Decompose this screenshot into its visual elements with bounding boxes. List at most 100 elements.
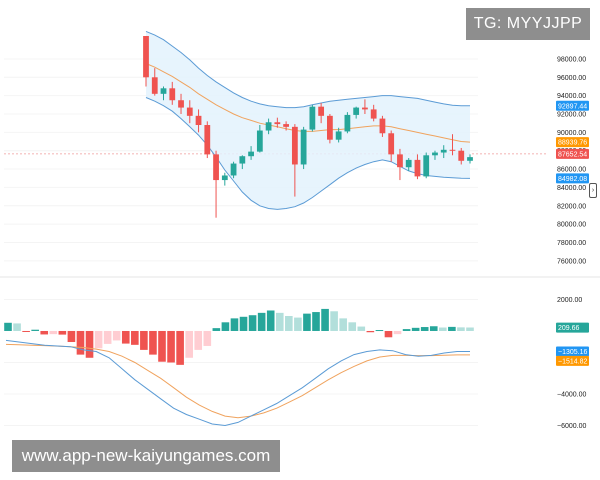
macd-histogram-bar <box>357 326 366 331</box>
macd-signal-line <box>5 343 470 419</box>
candle-body <box>440 149 447 153</box>
macd-histogram-bar <box>402 329 411 331</box>
price-tick-label: 84000.00 <box>557 185 586 192</box>
price-axis: 98000.00 96000.00 94000.00 92000.00 90000.00… <box>557 56 586 430</box>
macd-histogram-bar <box>140 330 148 350</box>
macd-histogram-bar <box>40 330 49 335</box>
candle-body <box>405 159 412 168</box>
macd-histogram-bar <box>248 315 257 331</box>
candle-body <box>204 125 211 155</box>
candle-body <box>423 155 430 177</box>
price-tag: 88939.76 <box>558 140 587 147</box>
bollinger-bands <box>145 30 471 210</box>
watermark-telegram: TG: MYYJJPP <box>466 8 590 40</box>
price-tick-label: 92000.00 <box>557 112 586 119</box>
candle-body <box>458 150 465 161</box>
candle-body <box>143 36 149 78</box>
macd-histogram-bar <box>85 330 94 358</box>
candle-body <box>239 156 246 164</box>
macd-histogram-bar <box>94 330 103 349</box>
candle-body <box>335 131 342 140</box>
candle-body <box>467 157 473 161</box>
macd-histogram-bar <box>176 330 184 365</box>
candle-body <box>362 107 368 110</box>
macd-histogram-bar <box>4 322 12 331</box>
macd-histogram-bar <box>149 330 157 355</box>
macd-tick-label: −4000.00 <box>557 392 586 399</box>
macd-tag-bg <box>556 322 589 333</box>
candle-body <box>151 77 158 94</box>
macd-histogram-bar <box>330 311 338 331</box>
value-tags: 92897.44 88939.76 87652.54 84982.08 209.66 −1… <box>556 100 589 366</box>
macd-histogram-bar <box>466 327 474 331</box>
candle-body <box>213 154 219 181</box>
macd-histogram-bar <box>49 330 58 335</box>
candle-body <box>300 129 307 165</box>
macd-histogram-bar <box>393 330 402 335</box>
macd-histogram-bar <box>76 330 85 355</box>
candlesticks <box>143 36 473 218</box>
price-tick-label: 78000.00 <box>557 240 586 247</box>
candle-body <box>178 100 184 108</box>
price-tick-label: 80000.00 <box>557 222 586 229</box>
bollinger-middle <box>145 63 471 143</box>
price-tick-label: 86000.00 <box>557 167 586 174</box>
axis-scroll-handle[interactable]: › <box>589 183 597 198</box>
price-tag: 84982.08 <box>558 176 587 183</box>
macd-lines <box>5 339 470 427</box>
macd-tag: 209.66 <box>558 325 580 332</box>
macd-histogram-bar <box>375 330 384 332</box>
candle-body <box>379 118 386 134</box>
macd-histogram-bar <box>230 318 239 331</box>
candle-body <box>344 114 351 132</box>
candle-body <box>414 159 421 177</box>
macd-histogram-bar <box>339 318 347 331</box>
price-tick-label: 82000.00 <box>557 203 586 210</box>
price-tag-bg <box>556 173 589 184</box>
candle-body <box>370 109 377 119</box>
macd-histogram-bar <box>22 330 30 332</box>
macd-histogram-bar <box>420 327 429 331</box>
macd-histogram-bar <box>131 330 139 345</box>
macd-tag-bg <box>556 355 589 366</box>
macd-histogram-bar <box>321 308 329 331</box>
macd-histogram-bar <box>429 326 438 331</box>
candle-body <box>397 154 403 168</box>
macd-histogram-bar <box>366 330 375 333</box>
candle-body <box>318 106 325 116</box>
bollinger-upper <box>145 30 471 109</box>
macd-histogram-bar <box>212 328 221 331</box>
macd-histogram-bar <box>303 313 311 331</box>
macd-histogram-bar <box>348 322 357 331</box>
price-tick-label: 76000.00 <box>557 258 586 265</box>
price-tag-bg <box>556 148 589 159</box>
price-tick-label: 90000.00 <box>557 130 586 137</box>
candle-body <box>169 88 176 101</box>
macd-histogram-bar <box>58 330 67 335</box>
candle-body <box>309 106 316 130</box>
bollinger-fill <box>146 31 470 210</box>
candle-body <box>230 163 237 176</box>
candle-body <box>274 122 281 125</box>
candle-body <box>283 124 289 127</box>
macd-histogram-bar <box>185 330 193 358</box>
candle-body <box>221 175 228 181</box>
macd-histogram <box>4 308 474 365</box>
macd-histogram-bar <box>194 330 203 350</box>
macd-histogram-bar <box>221 322 230 331</box>
candle-body <box>256 130 263 152</box>
candle-body <box>388 133 395 155</box>
macd-tag: −1305.16 <box>558 349 587 356</box>
macd-tag-bg <box>556 346 589 357</box>
candle-body <box>186 107 193 116</box>
macd-histogram-bar <box>266 310 275 331</box>
macd-histogram-bar <box>67 330 76 343</box>
macd-tick-label: −6000.00 <box>557 423 586 430</box>
price-tag: 92897.44 <box>558 103 587 110</box>
candle-body <box>432 152 438 156</box>
price-tick-label: 94000.00 <box>557 93 586 100</box>
macd-histogram-bar <box>257 312 266 331</box>
macd-histogram-bar <box>158 330 166 362</box>
macd-histogram-bar <box>448 326 456 331</box>
macd-histogram-bar <box>439 327 447 331</box>
